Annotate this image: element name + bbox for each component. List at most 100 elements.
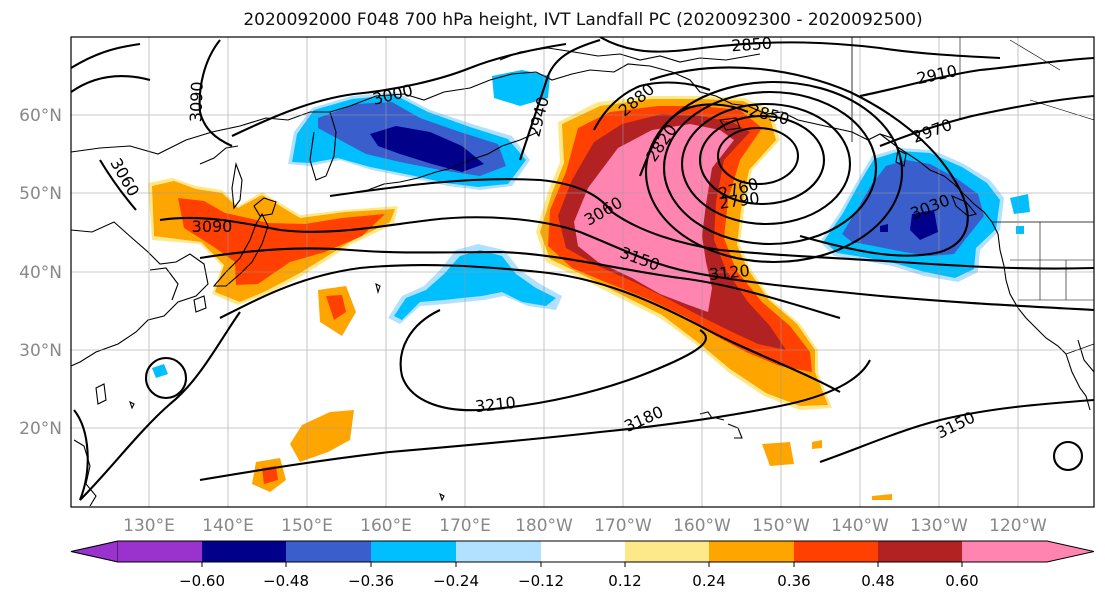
contour-3180-south	[199, 359, 871, 482]
colorbar-cell	[456, 541, 541, 562]
contour-2970	[879, 94, 1094, 147]
contour-3210-loop	[73, 409, 89, 501]
contour-far-left	[71, 42, 141, 69]
border-us-mexico	[1065, 343, 1094, 355]
contour-3090-west	[198, 39, 233, 147]
contour-3150-east	[819, 398, 1094, 463]
contour-3060	[329, 178, 1094, 270]
colorbar-cells	[70, 540, 1095, 563]
colorbar-cell	[286, 541, 371, 562]
contour-label: 3090	[192, 217, 233, 236]
coast-luzon	[73, 439, 97, 507]
lat-label: 40°N	[19, 263, 62, 283]
colorbar-tick-label: −0.12	[518, 572, 564, 590]
coast-hawaii	[699, 411, 743, 439]
colorbar-cell	[794, 541, 878, 562]
colorbar-tick-label: −0.60	[179, 572, 225, 590]
ivt-neg-spot-c	[1016, 226, 1024, 234]
ivt-neg-ca-blue	[842, 160, 984, 256]
contour-label: 2850	[731, 34, 773, 56]
contour-3090	[159, 216, 1094, 312]
coastlines	[71, 37, 1094, 507]
lat-label: 20°N	[19, 419, 62, 439]
coast-bc	[879, 133, 999, 235]
contour-label: 3120	[708, 261, 750, 284]
contour-3060-west	[99, 159, 137, 211]
contour-low-ring-4	[662, 90, 878, 246]
lat-label: 60°N	[19, 106, 62, 126]
longitude-labels: 130°E 140°E 150°E 160°E 170°E 180°W 170°…	[123, 516, 1047, 536]
lon-label: 160°W	[673, 516, 731, 536]
coast-siberia	[71, 105, 351, 155]
coast-korea	[149, 267, 179, 301]
coast-islands-a	[129, 400, 135, 410]
lon-label: 130°W	[910, 516, 968, 536]
lat-label: 30°N	[19, 341, 62, 361]
ivt-patch-a-red	[326, 295, 346, 320]
ivt-neg-spot-b	[1010, 194, 1030, 214]
colorbar-tick-label: 0.36	[777, 572, 810, 590]
border-us-states	[1010, 222, 1094, 301]
latitude-labels: 60°N 50°N 40°N 30°N 20°N	[19, 106, 62, 439]
coast-kodiak	[719, 117, 741, 131]
ivt-neg-alaska-cyan	[492, 70, 550, 106]
lon-label: 160°E	[360, 516, 412, 536]
colorbar-extension-high	[962, 541, 1094, 562]
colorbar-cell	[709, 541, 794, 562]
ivt-patch-e	[812, 440, 822, 449]
colorbar-tick-label: 0.24	[692, 572, 725, 590]
coast-baja-gulf	[1077, 339, 1094, 373]
ivt-patch-f	[872, 494, 892, 500]
lon-label: 140°W	[831, 516, 889, 536]
colorbar-outline	[70, 540, 1095, 563]
contour-2910	[859, 56, 1094, 98]
colorbar-tick-label: −0.36	[348, 572, 394, 590]
contour-label: 3210	[474, 393, 516, 416]
ivt-river-pink	[574, 124, 734, 312]
coast-kyushu	[193, 295, 207, 313]
ivt-patch-b	[290, 410, 354, 462]
contour-3210	[399, 309, 707, 412]
colorbar-tick-label: 0.60	[945, 572, 978, 590]
contour-low-ring-2	[698, 114, 826, 206]
ivt-neg-ca-navy	[910, 210, 938, 240]
colorbar-tick-label: −0.24	[433, 572, 479, 590]
colorbar: −0.60 −0.48 −0.36 −0.24 −0.12 0.12 0.24 0.36 0.4…	[70, 540, 1095, 590]
contour-3030	[649, 66, 969, 257]
colorbar-tick-label: −0.48	[263, 572, 309, 590]
contour-small-ring-a	[144, 356, 188, 400]
colorbar-tick-label: 0.48	[861, 572, 894, 590]
height-contours	[71, 37, 1094, 501]
lon-label: 150°E	[281, 516, 333, 536]
colorbar-extension-low	[70, 540, 119, 563]
contour-3000	[231, 42, 567, 137]
contour-low-ring-3	[680, 102, 852, 226]
coast-japan-hokkaido	[253, 197, 277, 217]
lon-label: 170°W	[594, 516, 652, 536]
lon-label: 180°W	[515, 516, 573, 536]
contour-3180	[79, 311, 241, 501]
ivt-neg-bering-navy	[370, 126, 484, 172]
colorbar-cell	[541, 541, 625, 562]
coast-taiwan	[95, 383, 107, 405]
coast-asia	[71, 221, 209, 367]
ivt-neg-spot-a	[152, 364, 168, 378]
gridlines	[71, 37, 1094, 507]
contour-low-ring-5	[644, 80, 904, 264]
ivt-band-asia-red	[178, 198, 385, 285]
colorbar-cell	[625, 541, 709, 562]
ivt-patch-c-red	[262, 466, 278, 484]
ivt-positive-shading	[148, 96, 892, 500]
contour-3150	[219, 263, 841, 393]
coast-aleutians	[355, 131, 539, 193]
colorbar-cell	[202, 541, 286, 562]
lon-label: 150°W	[752, 516, 810, 536]
colorbar-ticks: −0.60 −0.48 −0.36 −0.24 −0.12 0.12 0.24 0.36 0.4…	[179, 562, 979, 590]
map-frame	[70, 36, 1095, 508]
lon-label: 120°W	[989, 516, 1047, 536]
coast-islands-c	[375, 282, 381, 294]
contour-label: 3090	[186, 81, 206, 122]
contour-2880	[593, 81, 711, 131]
